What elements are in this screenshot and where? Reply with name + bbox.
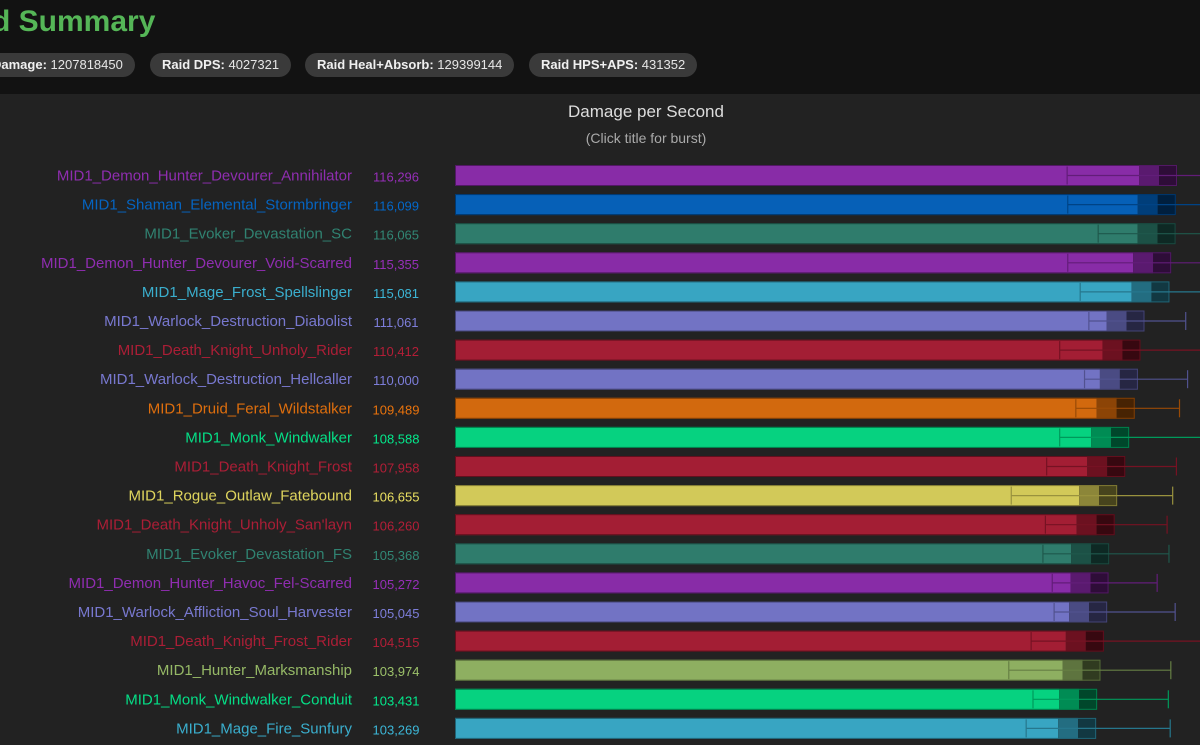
bar-label[interactable]: MID1_Death_Knight_Frost_Rider (130, 633, 352, 650)
bar-value-label: 115,081 (373, 286, 419, 301)
bar-label[interactable]: MID1_Death_Knight_Unholy_San'layn (96, 517, 352, 534)
bar (455, 339, 1103, 361)
stat-pill-raid-dps: Raid DPS: 4027321 (150, 53, 292, 77)
bar (455, 543, 1072, 565)
stat-pill-raid-hps-aps: Raid HPS+APS: 431352 (529, 53, 698, 77)
bar-value-label: 107,958 (373, 461, 420, 476)
bar (455, 397, 1097, 419)
chart-subtitle: (Click title for burst) (585, 130, 707, 146)
bar-value-label: 105,272 (373, 577, 420, 592)
stat-label: Raid HPS+APS: (541, 57, 639, 72)
bar-label[interactable]: MID1_Evoker_Devastation_SC (144, 226, 352, 243)
bar (455, 485, 1080, 507)
bar (455, 601, 1070, 623)
bar-label[interactable]: MID1_Warlock_Destruction_Diabolist (104, 313, 353, 330)
stat-value: 1207818450 (50, 57, 123, 72)
bar-value-label: 108,588 (373, 431, 420, 446)
bar-value-label: 103,269 (373, 722, 420, 737)
bar (455, 426, 1092, 448)
chart-title[interactable]: Damage per Second (568, 102, 724, 121)
stat-value: 129399144 (437, 57, 503, 72)
bar (455, 659, 1063, 681)
bar-value-label: 110,412 (373, 344, 419, 359)
bar-label[interactable]: MID1_Hunter_Marksmanship (157, 662, 352, 679)
bar-value-label: 106,655 (373, 490, 420, 505)
bar (455, 514, 1077, 536)
bar (455, 223, 1138, 245)
bar (455, 165, 1140, 186)
bar-value-label: 109,489 (373, 402, 420, 417)
bar-value-label: 116,065 (373, 228, 419, 243)
page-title: d Summary (0, 5, 156, 38)
bar (455, 456, 1088, 477)
bar-label[interactable]: MID1_Warlock_Destruction_Hellcaller (100, 371, 352, 388)
bar-label[interactable]: MID1_Mage_Fire_Sunfury (176, 720, 352, 737)
stat-value: 4027321 (228, 57, 280, 72)
bar-value-label: 116,099 (373, 199, 419, 214)
stat-pill-raid-heal-absorb: Raid Heal+Absorb: 129399144 (305, 53, 515, 77)
bar-label[interactable]: MID1_Monk_Windwalker_Conduit (125, 691, 353, 708)
bar-value-label: 110,000 (373, 373, 419, 388)
bar-value-label: 103,431 (373, 693, 420, 708)
bar (455, 630, 1066, 652)
bar-label[interactable]: MID1_Demon_Hunter_Devourer_Void-Scarred (41, 255, 352, 272)
bar-label[interactable]: MID1_Demon_Hunter_Havoc_Fel-Scarred (69, 575, 352, 592)
stat-label: Damage: (0, 57, 47, 72)
bar (455, 310, 1107, 332)
bar (455, 717, 1059, 739)
stat-pill-damage: Damage: 1207818450 (0, 53, 135, 77)
stat-label: Raid Heal+Absorb: (317, 57, 434, 72)
summary-header: d Summary Damage: 1207818450 Raid DPS: 4… (0, 0, 1200, 94)
bar (455, 281, 1132, 303)
stat-label: Raid DPS: (162, 57, 225, 72)
bar-label[interactable]: MID1_Demon_Hunter_Devourer_Annihilator (57, 168, 352, 185)
bar-value-label: 115,355 (373, 257, 419, 272)
bar (455, 252, 1134, 274)
bar-label[interactable]: MID1_Druid_Feral_Wildstalker (148, 400, 352, 417)
bar (455, 688, 1060, 710)
bar-label[interactable]: MID1_Rogue_Outlaw_Fatebound (129, 488, 352, 505)
bar-value-label: 105,045 (373, 606, 420, 621)
bar (455, 572, 1071, 594)
bar-label[interactable]: MID1_Monk_Windwalker (185, 429, 352, 446)
bar-label[interactable]: MID1_Death_Knight_Unholy_Rider (118, 342, 352, 359)
bar-label[interactable]: MID1_Evoker_Devastation_FS (146, 546, 352, 563)
bar-label[interactable]: MID1_Warlock_Affliction_Soul_Harvester (78, 604, 352, 621)
bar-value-label: 103,974 (373, 664, 420, 679)
bar-value-label: 116,296 (373, 170, 419, 185)
bar-label[interactable]: MID1_Shaman_Elemental_Stormbringer (82, 197, 352, 214)
bar-value-label: 104,515 (373, 635, 420, 650)
stat-value: 431352 (641, 57, 686, 72)
bar-value-label: 105,368 (373, 548, 420, 563)
bar-label[interactable]: MID1_Death_Knight_Frost (174, 459, 352, 476)
bar-label[interactable]: MID1_Mage_Frost_Spellslinger (142, 284, 352, 301)
bar-value-label: 106,260 (373, 519, 420, 534)
bar-value-label: 111,061 (373, 315, 418, 330)
bar (455, 368, 1100, 390)
bar (455, 194, 1138, 216)
